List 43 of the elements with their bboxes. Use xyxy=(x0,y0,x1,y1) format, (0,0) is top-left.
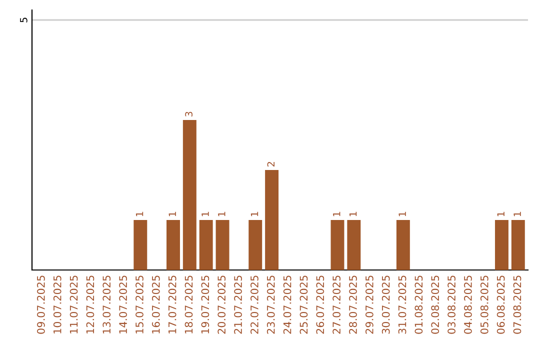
x-tick-label: 05.08.2025 xyxy=(480,276,488,334)
data-label: 2 xyxy=(267,162,274,167)
x-tick-label: 15.07.2025 xyxy=(136,276,144,334)
x-tick-label: 11.07.2025 xyxy=(70,276,78,334)
data-label: 1 xyxy=(514,212,521,216)
data-label: 1 xyxy=(398,212,406,216)
y-tick-label: 5 xyxy=(20,18,28,22)
x-tick-label: 07.08.2025 xyxy=(513,276,522,334)
x-tick-label: 26.07.2025 xyxy=(316,276,324,334)
x-tick-label: 30.07.2025 xyxy=(382,276,390,334)
x-tick-label: 01.08.2025 xyxy=(414,276,423,334)
data-label: 1 xyxy=(350,212,357,216)
x-tick-label: 27.07.2025 xyxy=(332,276,341,334)
x-tick-label: 06.08.2025 xyxy=(496,276,505,334)
x-tick-label: 28.07.2025 xyxy=(349,276,357,334)
data-label: 3 xyxy=(185,112,192,116)
x-tick-label: 17.07.2025 xyxy=(168,276,176,334)
x-tick-label: 14.07.2025 xyxy=(119,276,127,334)
x-tick-label: 18.07.2025 xyxy=(184,276,193,334)
x-tick-label: 16.07.2025 xyxy=(152,276,160,334)
x-tick-label: 19.07.2025 xyxy=(201,276,210,334)
data-label: 1 xyxy=(168,212,176,216)
data-label: 1 xyxy=(333,212,340,216)
data-label: 1 xyxy=(136,212,144,216)
data-label: 1 xyxy=(497,212,504,216)
x-tick-label: 22.07.2025 xyxy=(250,276,258,334)
x-tick-label: 29.07.2025 xyxy=(365,276,374,334)
x-tick-label: 10.07.2025 xyxy=(53,276,62,334)
x-tick-label: 02.08.2025 xyxy=(431,276,440,334)
x-tick-label: 31.07.2025 xyxy=(398,276,406,334)
x-tick-label: 24.07.2025 xyxy=(283,276,292,334)
x-tick-label: 13.07.2025 xyxy=(102,276,111,334)
x-tick-label: 03.08.2025 xyxy=(448,276,456,334)
data-label: 1 xyxy=(250,212,258,216)
x-tick-label: 12.07.2025 xyxy=(86,276,94,334)
data-label: 1 xyxy=(218,212,226,216)
x-tick-label: 09.07.2025 xyxy=(37,276,45,334)
x-tick-label: 20.07.2025 xyxy=(218,276,226,334)
x-tick-label: 21.07.2025 xyxy=(234,276,242,334)
x-tick-label: 25.07.2025 xyxy=(300,276,308,334)
x-tick-label: 04.08.2025 xyxy=(464,276,472,334)
data-label: 1 xyxy=(202,212,209,216)
x-tick-label: 23.07.2025 xyxy=(266,276,275,334)
